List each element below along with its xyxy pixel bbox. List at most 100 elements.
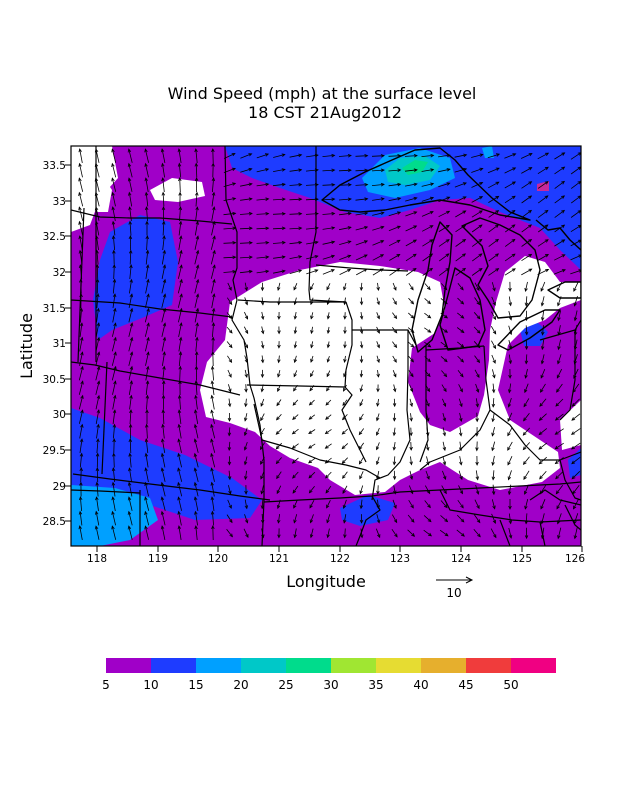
- wind-vector-arrow: [438, 239, 450, 247]
- wind-vector-arrow: [78, 177, 84, 192]
- colorbar-swatch: [331, 658, 376, 673]
- wind-vector-arrow: [537, 181, 549, 189]
- wind-vector-arrow: [161, 380, 166, 396]
- wind-vector-arrow: [487, 153, 501, 159]
- wind-vector-arrow: [79, 322, 84, 337]
- x-tick-label: 121: [269, 553, 289, 565]
- wind-vector-arrow: [195, 336, 199, 352]
- wind-vector-arrow: [440, 356, 448, 363]
- wind-vector-arrow: [144, 322, 150, 337]
- wind-vector-arrow: [211, 351, 215, 367]
- wind-vector-arrow: [277, 369, 281, 378]
- wind-vector-arrow: [210, 235, 216, 250]
- wind-vector-arrow: [392, 413, 397, 422]
- boundary-line: [355, 495, 381, 546]
- wind-vector-arrow: [455, 238, 467, 247]
- wind-vector-arrow: [376, 370, 380, 378]
- wind-vector-arrow: [177, 510, 182, 526]
- wind-vector-arrow: [243, 456, 248, 466]
- wind-vector-arrow: [522, 442, 530, 451]
- wind-vector-arrow: [375, 456, 380, 466]
- wind-vector-arrow: [309, 500, 315, 509]
- wind-vector-arrow: [78, 496, 83, 512]
- colorbar-swatch: [151, 658, 196, 673]
- wind-vector-arrow: [507, 412, 513, 423]
- wind-vector-arrow: [423, 515, 432, 523]
- wind-vector-arrow: [194, 293, 200, 308]
- wind-vector-arrow: [95, 467, 100, 483]
- wind-vector-arrow: [475, 484, 480, 495]
- wind-vector-arrow: [145, 380, 150, 395]
- wind-vector-arrow: [326, 355, 331, 363]
- wind-vector-arrow: [228, 384, 232, 393]
- wind-vector-arrow: [372, 268, 384, 276]
- wind-vector-arrow: [260, 355, 265, 364]
- wind-vector-arrow: [421, 196, 435, 202]
- wind-vector-arrow: [522, 456, 530, 466]
- wind-vector-arrow: [523, 412, 530, 422]
- wind-vector-arrow: [491, 354, 496, 364]
- wind-vector-arrow: [454, 182, 467, 188]
- wind-vector-arrow: [392, 384, 397, 393]
- wind-vector-arrow: [573, 499, 579, 510]
- wind-vector-arrow: [322, 168, 336, 173]
- wind-vector-arrow: [326, 370, 331, 378]
- wind-vector-arrow: [144, 481, 149, 497]
- wind-vector-arrow: [95, 510, 100, 526]
- wind-vector-arrow: [210, 438, 216, 453]
- wind-vector-arrow: [306, 269, 319, 275]
- reference-arrowhead-icon: [465, 576, 474, 584]
- colorbar-swatch: [241, 658, 286, 673]
- wind-vector-arrow: [554, 195, 566, 204]
- wind-vector-arrow: [145, 264, 150, 279]
- wind-vector-arrow: [227, 441, 232, 451]
- wind-vector-arrow: [210, 249, 216, 265]
- wind-vector-arrow: [423, 529, 433, 537]
- wind-vector-arrow: [78, 264, 83, 280]
- wind-vector-arrow: [341, 457, 348, 464]
- wind-vector-arrow: [392, 442, 397, 451]
- wind-vector-arrow: [211, 307, 216, 323]
- wind-vector-arrow: [425, 398, 430, 407]
- wind-vector-arrow: [95, 481, 99, 497]
- wind-vector-arrow: [128, 351, 134, 366]
- wind-vector-arrow: [372, 211, 385, 216]
- wind-vector-arrow: [355, 211, 369, 216]
- wind-vector-arrow: [326, 326, 331, 335]
- wind-vector-arrow: [95, 235, 99, 250]
- wind-vector-arrow: [521, 253, 533, 262]
- wind-vector-arrow: [94, 148, 100, 163]
- wind-vector-arrow: [96, 438, 100, 454]
- wind-vector-arrow: [289, 168, 303, 172]
- x-tick-label: 124: [451, 553, 471, 565]
- wind-vector-arrow: [424, 298, 432, 305]
- wind-vector-arrow: [537, 268, 550, 275]
- wind-vector-arrow: [371, 182, 385, 187]
- wind-vector-arrow: [273, 153, 286, 158]
- wind-vector-arrow: [226, 341, 233, 349]
- wind-vector-arrow: [160, 510, 166, 526]
- wind-vector-arrow: [79, 438, 84, 453]
- wind-vector-arrow: [96, 307, 100, 323]
- wind-vector-arrow: [458, 470, 463, 481]
- colorbar-label: 15: [188, 678, 203, 692]
- wind-vector-arrow: [456, 327, 465, 334]
- wind-vector-arrow: [310, 312, 314, 320]
- wind-vector-arrow: [127, 510, 133, 526]
- wind-vector-arrow: [553, 269, 566, 275]
- wind-vector-arrow: [256, 255, 270, 259]
- wind-vector-arrow: [343, 312, 347, 320]
- wind-vector-arrow: [421, 168, 435, 172]
- wind-vector-arrow: [405, 253, 417, 262]
- wind-vector-arrow: [325, 399, 332, 406]
- wind-vector-arrow: [178, 206, 183, 222]
- wind-vector-arrow: [570, 152, 581, 160]
- colorbar-label: 40: [413, 678, 428, 692]
- wind-vector-arrow: [404, 154, 418, 158]
- wind-vector-arrow: [244, 355, 248, 364]
- wind-vector-arrow: [325, 485, 332, 494]
- wind-vector-arrow: [308, 414, 316, 420]
- wind-vector-arrow: [359, 384, 364, 393]
- wind-vector-arrow: [95, 452, 100, 468]
- x-tick-label: 126: [565, 553, 585, 565]
